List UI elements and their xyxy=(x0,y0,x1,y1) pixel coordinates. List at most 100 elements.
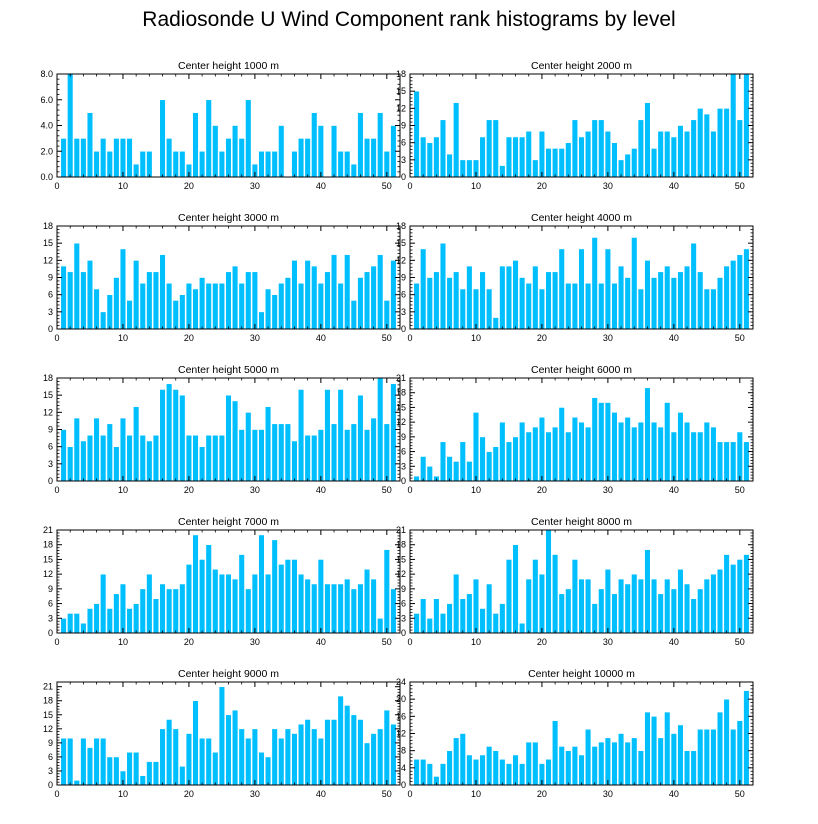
y-tick-label: 6 xyxy=(48,442,53,452)
x-tick-label: 10 xyxy=(471,485,481,495)
histogram-bar xyxy=(730,260,737,330)
histogram-bar xyxy=(357,719,364,786)
histogram-bar xyxy=(703,728,710,786)
histogram-bar xyxy=(551,554,559,634)
histogram-bar xyxy=(604,248,612,330)
histogram-bar xyxy=(363,138,371,178)
y-tick-label: 0 xyxy=(401,780,406,790)
histogram-bar xyxy=(710,130,717,178)
y-tick-label: 15 xyxy=(43,390,53,400)
histogram-bar xyxy=(558,407,565,482)
histogram-bar xyxy=(624,741,631,786)
histogram-bar xyxy=(591,119,598,178)
histogram-bar xyxy=(218,150,226,178)
histogram-bar xyxy=(571,746,579,786)
x-tick-label: 0 xyxy=(54,485,59,495)
histogram-bar xyxy=(231,709,239,786)
y-tick-label: 0 xyxy=(401,324,406,334)
histogram-bar xyxy=(670,733,677,786)
histogram-bar xyxy=(670,588,677,634)
histogram-panel: Center height 7000 m 0 10 20 30 40 50 0 3 6 9 12 15 1… xyxy=(43,516,401,647)
histogram-bar xyxy=(291,150,298,178)
histogram-bar xyxy=(73,242,80,330)
histogram-bar xyxy=(578,136,585,178)
histogram-bar xyxy=(172,588,179,634)
histogram-bar xyxy=(499,421,506,482)
histogram-bar xyxy=(545,529,552,634)
histogram-bar xyxy=(730,564,737,634)
histogram-bar xyxy=(657,426,664,482)
histogram-bar xyxy=(377,112,384,178)
histogram-bar xyxy=(225,138,232,178)
panel-title: Center height 6000 m xyxy=(531,364,632,376)
histogram-bar xyxy=(185,733,193,786)
x-tick-label: 20 xyxy=(184,485,194,495)
histogram-bar xyxy=(466,265,473,330)
histogram-bar xyxy=(420,136,427,178)
histogram-bar xyxy=(565,282,572,330)
y-tick-label: 6 xyxy=(401,290,406,300)
histogram-bar xyxy=(152,598,160,634)
y-tick-label: 12 xyxy=(43,407,53,417)
x-tick-label: 10 xyxy=(471,333,481,343)
histogram-bar xyxy=(205,544,212,634)
histogram-bar xyxy=(545,758,552,786)
histogram-bar xyxy=(60,138,67,178)
x-tick-label: 10 xyxy=(118,789,128,799)
histogram-bar xyxy=(611,282,618,330)
histogram-bar xyxy=(159,99,166,178)
histogram-bar xyxy=(113,593,120,634)
histogram-bar xyxy=(80,138,87,178)
histogram-bar xyxy=(152,761,160,786)
histogram-bar xyxy=(492,613,499,634)
histogram-bar xyxy=(426,763,433,786)
x-tick-label: 50 xyxy=(382,637,392,647)
histogram-bar xyxy=(357,583,364,634)
histogram-bar xyxy=(304,138,311,178)
x-tick-label: 20 xyxy=(537,181,547,191)
histogram-bar xyxy=(683,583,691,634)
histogram-bar xyxy=(152,271,160,330)
histogram-bar xyxy=(330,125,338,178)
y-tick-label: 2.0 xyxy=(40,146,53,156)
histogram-bar xyxy=(499,758,506,786)
y-tick-label: 0 xyxy=(401,476,406,486)
histogram-bar xyxy=(518,277,526,330)
histogram-bar xyxy=(486,288,493,330)
histogram-bar xyxy=(743,690,750,786)
x-tick-label: 40 xyxy=(316,637,326,647)
histogram-bar xyxy=(297,282,305,330)
histogram-bar xyxy=(172,389,179,482)
histogram-bar xyxy=(172,728,179,786)
histogram-bar xyxy=(264,573,272,634)
y-tick-label: 12 xyxy=(396,417,406,427)
histogram-bar xyxy=(67,613,74,634)
histogram-bar xyxy=(344,150,351,178)
histogram-bar xyxy=(192,112,199,178)
histogram-bar xyxy=(225,714,232,786)
histogram-bar xyxy=(499,265,506,330)
x-tick-label: 30 xyxy=(250,485,260,495)
histogram-bar xyxy=(584,282,592,330)
histogram-bar xyxy=(466,159,473,178)
histogram-bar xyxy=(624,416,631,482)
histogram-bar xyxy=(637,119,645,178)
histogram-bar xyxy=(604,130,612,178)
histogram-bar xyxy=(591,237,598,330)
histogram-bar xyxy=(311,434,318,482)
histogram-bar xyxy=(683,421,691,482)
histogram-bar xyxy=(545,148,552,178)
histogram-bar xyxy=(291,260,298,330)
y-tick-label: 3 xyxy=(48,459,53,469)
x-tick-label: 0 xyxy=(407,333,412,343)
histogram-bar xyxy=(60,737,67,786)
histogram-bar xyxy=(551,426,559,482)
histogram-bar xyxy=(479,608,486,634)
histogram-bar xyxy=(350,588,357,634)
histogram-bar xyxy=(736,254,743,330)
x-tick-label: 50 xyxy=(735,333,745,343)
histogram-bar xyxy=(492,446,499,482)
histogram-bar xyxy=(350,423,357,482)
histogram-bar xyxy=(617,733,625,786)
histogram-bar xyxy=(212,125,219,178)
